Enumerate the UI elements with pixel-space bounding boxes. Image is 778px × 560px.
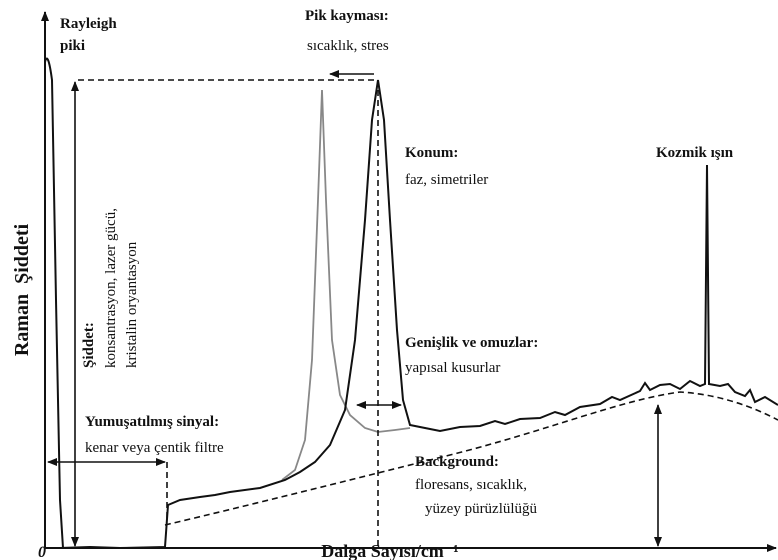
annotation-title: Pik kayması: xyxy=(305,8,389,24)
x-axis-label: Dalga Sayısı/cm⁻¹ xyxy=(321,541,458,560)
annotation-line: yapısal kusurlar xyxy=(405,360,500,376)
background-curve xyxy=(164,391,778,526)
annotation-title: Kozmik ışın xyxy=(656,145,734,161)
rayleigh-peak xyxy=(44,57,64,549)
annotation-title: Yumuşatılmış sinyal: xyxy=(85,414,219,430)
annotation-line: konsantrasyon, lazer gücü, xyxy=(103,208,119,368)
annotation-title: Konum: xyxy=(405,145,458,161)
annotation-line: faz, simetriler xyxy=(405,172,488,188)
origin-label: 0 xyxy=(38,544,46,560)
annotation-line: kristalin oryantasyon xyxy=(124,241,140,368)
spectrum xyxy=(59,79,778,550)
annotation-title: Genişlik ve omuzlar: xyxy=(405,335,538,351)
annotation-line: piki xyxy=(60,38,85,54)
annotation-line: yüzey pürüzlülüğü xyxy=(425,501,538,517)
annotation-line: sıcaklık, stres xyxy=(307,38,389,54)
annotation-title: Rayleigh xyxy=(60,16,117,32)
annotation-title: Şiddet: xyxy=(81,322,97,368)
annotation-line: floresans, sıcaklık, xyxy=(415,477,527,493)
y-axis-label: Raman Şiddeti xyxy=(11,223,33,356)
annotation-line: kenar veya çentik filtre xyxy=(85,440,224,456)
shifted-peak xyxy=(281,89,411,481)
annotation-title: Background: xyxy=(415,454,499,470)
